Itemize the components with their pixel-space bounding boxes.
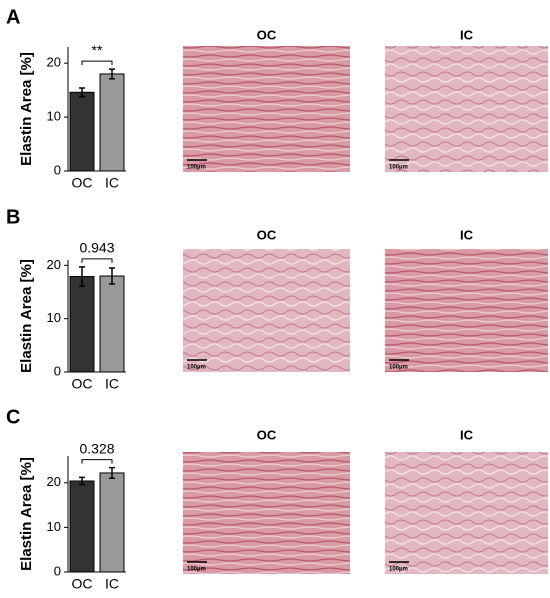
scale-label: 100µm: [389, 365, 408, 371]
y-tick-label: 0: [54, 363, 61, 378]
image-title: IC: [460, 427, 474, 442]
bar: [99, 472, 125, 573]
scale-label: 100µm: [187, 365, 206, 371]
y-tick-label: 20: [47, 257, 61, 272]
histology-image: [385, 46, 548, 172]
y-axis-label: Elastin Area [%]: [18, 457, 35, 571]
image-title: OC: [257, 427, 277, 442]
image-title: IC: [460, 27, 474, 42]
y-axis-label: Elastin Area [%]: [18, 52, 35, 166]
y-tick-label: 10: [47, 519, 61, 534]
y-tick-label: 10: [47, 109, 61, 124]
y-tick-label: 0: [54, 162, 61, 177]
significance-label: **: [92, 42, 103, 58]
error-bar: [109, 267, 115, 285]
error-bar: [79, 476, 85, 486]
histology-image: [385, 452, 548, 574]
y-tick-label: 20: [47, 55, 61, 70]
significance-bracket: [81, 459, 113, 464]
error-bar: [109, 68, 115, 80]
error-bar: [79, 87, 85, 98]
bar: [69, 276, 95, 373]
histology-image: [183, 46, 350, 172]
histology-image: [385, 249, 548, 372]
y-tick-label: 0: [54, 563, 61, 578]
error-bar: [109, 466, 115, 480]
histology-image: [183, 249, 350, 372]
error-bar: [79, 266, 85, 287]
y-axis-label: Elastin Area [%]: [18, 259, 35, 373]
bar: [99, 73, 125, 172]
y-tick-label: 10: [47, 310, 61, 325]
bar: [99, 275, 125, 373]
significance-label: 0.328: [79, 440, 114, 456]
bar: [69, 91, 95, 172]
scale-label: 100µm: [187, 567, 206, 573]
x-tick-label: IC: [105, 376, 119, 392]
significance-bracket: [81, 258, 113, 263]
panel-letter: A: [6, 6, 20, 28]
bar: [69, 480, 95, 573]
scale-label: 100µm: [389, 165, 408, 171]
scale-label: 100µm: [389, 567, 408, 573]
panel-letter: B: [6, 206, 20, 228]
panel-letter: C: [6, 406, 20, 428]
histology-image: [183, 452, 350, 574]
x-tick-label: IC: [105, 576, 119, 592]
image-title: OC: [257, 227, 277, 242]
image-title: IC: [460, 227, 474, 242]
significance-label: 0.943: [79, 240, 114, 256]
image-title: OC: [257, 27, 277, 42]
y-tick-label: 20: [47, 474, 61, 489]
x-tick-label: OC: [72, 175, 93, 191]
x-tick-label: OC: [72, 376, 93, 392]
scale-label: 100µm: [187, 165, 206, 171]
significance-bracket: [81, 60, 113, 66]
x-tick-label: IC: [105, 175, 119, 191]
x-tick-label: OC: [72, 576, 93, 592]
